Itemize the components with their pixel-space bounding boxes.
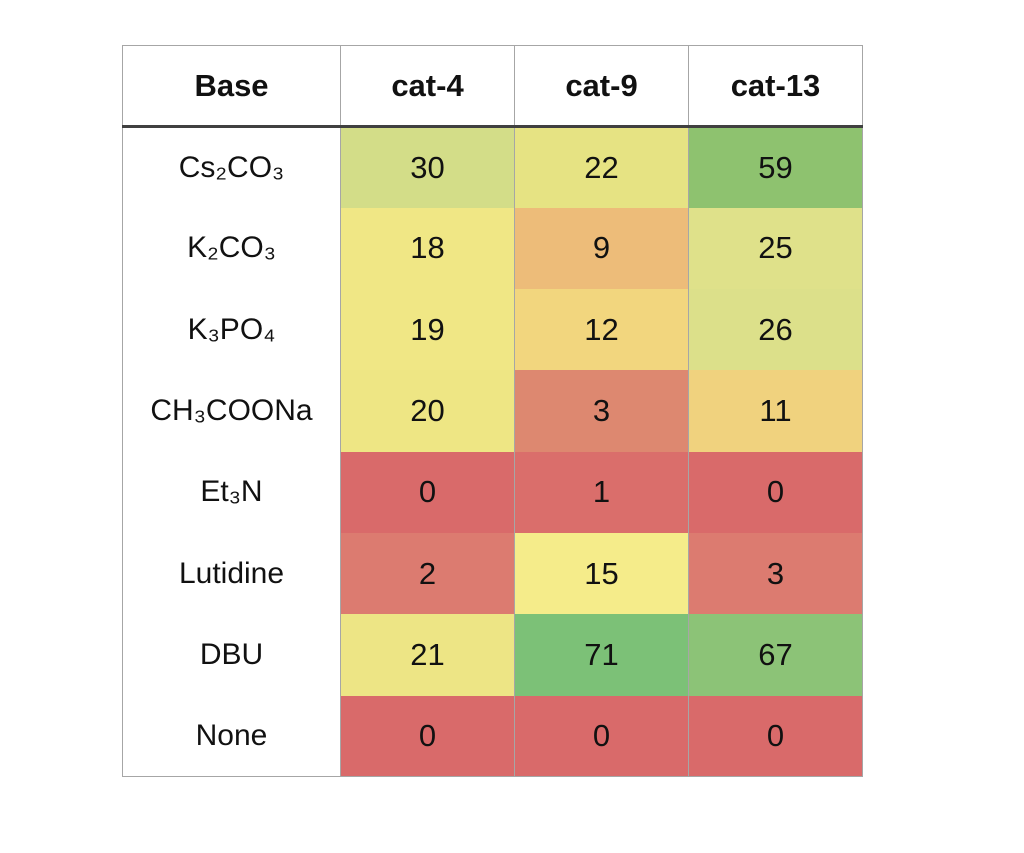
row-label: Cs₂CO₃ — [122, 126, 341, 208]
heatmap-cell: 67 — [688, 614, 863, 696]
heatmap-cell: 0 — [514, 695, 689, 777]
heatmap-cell: 20 — [340, 370, 515, 452]
heatmap-cell: 3 — [514, 370, 689, 452]
row-label: Lutidine — [122, 532, 341, 615]
row-label: DBU — [122, 614, 341, 696]
heatmap-cell: 21 — [340, 614, 515, 696]
heatmap-cell: 22 — [514, 126, 689, 208]
header-base: Base — [122, 45, 341, 128]
header-row: Base cat-4 cat-9 cat-13 — [122, 45, 863, 128]
header-cat-13: cat-13 — [688, 45, 863, 128]
heatmap-cell: 12 — [514, 289, 689, 371]
base-catalyst-heatmap-table: Base cat-4 cat-9 cat-13 Cs₂CO₃ 30 22 59 … — [122, 45, 863, 778]
heatmap-cell: 71 — [514, 614, 689, 696]
heatmap-cell: 0 — [340, 695, 515, 777]
heatmap-cell: 11 — [688, 370, 863, 452]
heatmap-cell: 25 — [688, 207, 863, 290]
heatmap-cell: 26 — [688, 289, 863, 371]
heatmap-cell: 0 — [340, 451, 515, 533]
heatmap-cell: 15 — [514, 532, 689, 615]
table-row-ch3coona: CH₃COONa 20 3 11 — [122, 370, 863, 452]
header-cat-9: cat-9 — [514, 45, 689, 128]
row-label: Et₃N — [122, 451, 341, 533]
heatmap-cell: 3 — [688, 532, 863, 615]
heatmap-cell: 19 — [340, 289, 515, 371]
table-row-k2co3: K₂CO₃ 18 9 25 — [122, 207, 863, 290]
row-label: None — [122, 695, 341, 777]
table-row-dbu: DBU 21 71 67 — [122, 614, 863, 696]
table-row-k3po4: K₃PO₄ 19 12 26 — [122, 289, 863, 371]
heatmap-cell: 1 — [514, 451, 689, 533]
heatmap-cell: 0 — [688, 451, 863, 533]
table-row-lutidine: Lutidine 2 15 3 — [122, 532, 863, 615]
header-cat-4: cat-4 — [340, 45, 515, 128]
row-label: K₂CO₃ — [122, 207, 341, 290]
table-row-et3n: Et₃N 0 1 0 — [122, 451, 863, 533]
heatmap-cell: 9 — [514, 207, 689, 290]
heatmap-cell: 18 — [340, 207, 515, 290]
heatmap-cell: 0 — [688, 695, 863, 777]
table-row-none: None 0 0 0 — [122, 695, 863, 777]
heatmap-cell: 2 — [340, 532, 515, 615]
heatmap-cell: 59 — [688, 126, 863, 208]
row-label: K₃PO₄ — [122, 289, 341, 371]
heatmap-cell: 30 — [340, 126, 515, 208]
table-row-cs2co3: Cs₂CO₃ 30 22 59 — [122, 126, 863, 208]
row-label: CH₃COONa — [122, 370, 341, 452]
